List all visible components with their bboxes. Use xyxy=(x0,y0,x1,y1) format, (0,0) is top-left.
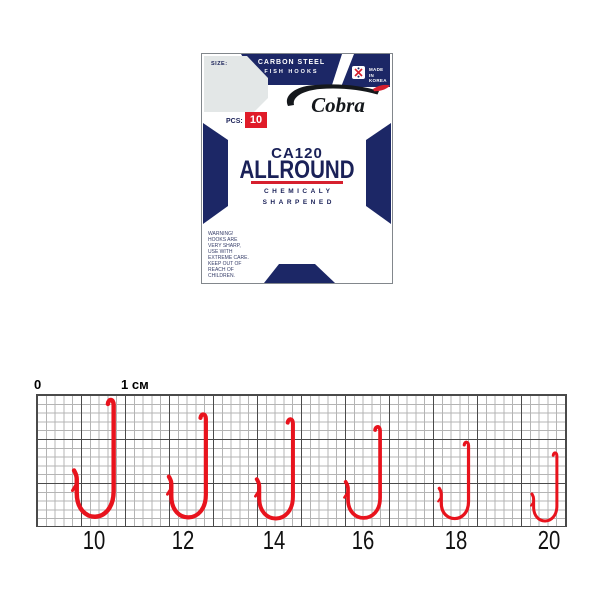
bottom-accent-trapezoid xyxy=(264,264,335,283)
fishing-hook xyxy=(437,439,471,522)
millimeter-grid xyxy=(36,394,567,527)
subtitle-line2: SHARPENED xyxy=(262,199,335,206)
hook-size-label: 12 xyxy=(171,525,195,555)
hook-size-label: 18 xyxy=(444,525,468,555)
model-number: CA120 xyxy=(271,145,323,162)
series-name: ALLROUND xyxy=(239,156,355,184)
ruler-zero-label: 0 xyxy=(34,377,42,392)
banner-line2: FISH HOOKS xyxy=(264,69,319,75)
fishing-hook xyxy=(71,395,117,522)
fishing-hook xyxy=(254,415,296,523)
hook-size-label: 14 xyxy=(262,525,286,555)
warning-text: WARNING! HOOKS ARE VERY SHARP, USE WITH EXTR… xyxy=(208,231,249,279)
pcs-label: PCS: xyxy=(226,118,243,125)
cobra-logo: Cobra xyxy=(286,84,390,117)
korea-mark-icon xyxy=(352,66,365,79)
hook-package: CARBON STEEL FISH HOOKS MADE IN KOREA SI… xyxy=(201,53,393,284)
hook-size-label: 16 xyxy=(351,525,375,555)
left-accent-band xyxy=(203,123,228,224)
size-label: SIZE: xyxy=(211,61,228,67)
ruler-1cm-label: 1 см xyxy=(121,377,149,392)
brand-name: Cobra xyxy=(311,93,365,117)
fishing-hook xyxy=(530,450,559,524)
subtitle-line1: CHEMICALY xyxy=(263,188,334,195)
made-in-korea-label: MADE IN KOREA xyxy=(369,67,387,83)
hook-size-label: 20 xyxy=(537,525,561,555)
right-accent-band xyxy=(366,123,391,224)
fishing-hook xyxy=(166,410,209,522)
hook-size-label: 10 xyxy=(82,525,106,555)
fishing-hook xyxy=(343,423,383,522)
red-underline xyxy=(251,181,343,184)
pcs-count-box: 10 xyxy=(245,112,267,128)
pcs-count: 10 xyxy=(249,114,263,126)
banner-line1: CARBON STEEL xyxy=(257,59,326,66)
